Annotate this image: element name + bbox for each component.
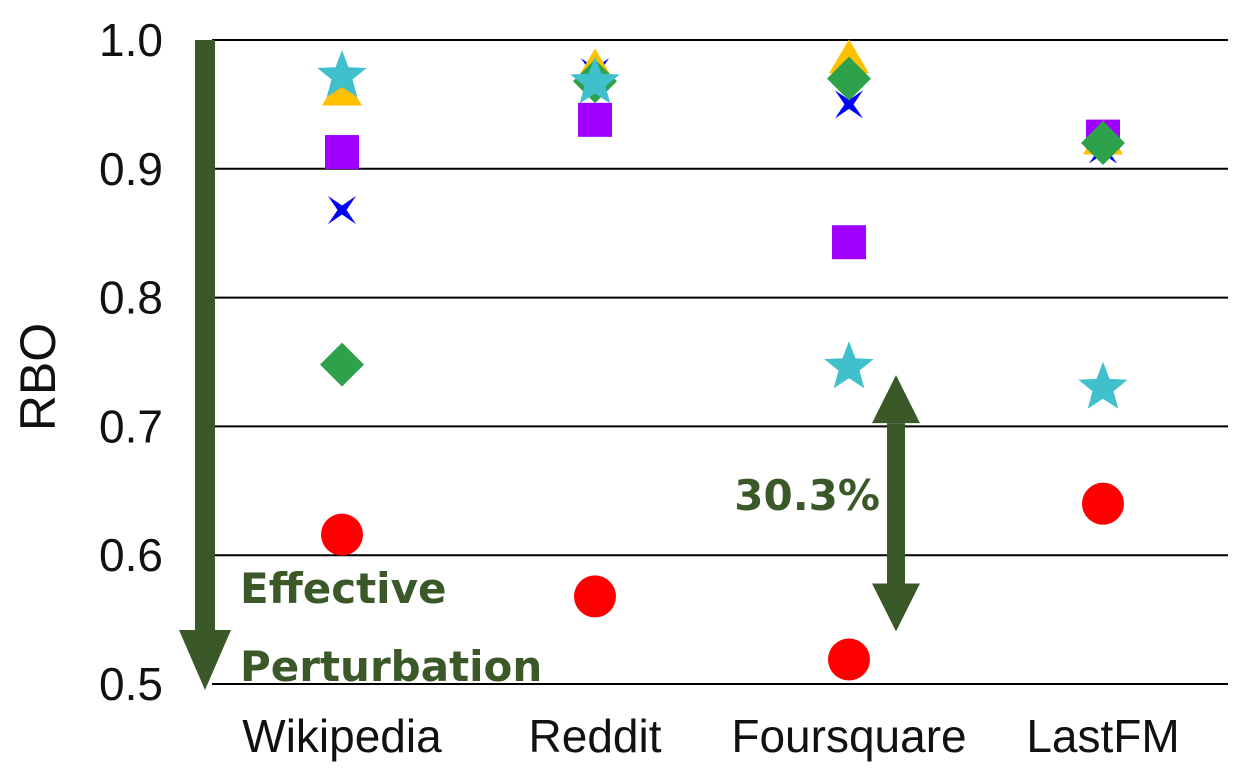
down-arrow-shaft: [195, 40, 215, 630]
data-markers: [317, 39, 1128, 681]
y-tick-label: 0.7: [99, 400, 163, 452]
diamond-marker: [827, 56, 871, 101]
difference-label: 30.3%: [734, 471, 880, 520]
x-tick-label: Wikipedia: [242, 710, 442, 762]
y-tick-label: 0.9: [99, 143, 163, 195]
effective-perturbation-label: Effective: [240, 564, 446, 613]
double-arrow-head-down: [872, 583, 920, 632]
x-marker: [834, 90, 864, 119]
diamond-marker: [320, 342, 364, 387]
diamond-marker: [1081, 121, 1125, 166]
square-marker: [578, 102, 612, 137]
triangle-marker: [322, 71, 362, 106]
y-tick-label: 1.0: [99, 14, 163, 66]
gridlines: [212, 39, 1228, 685]
y-tick-label: 0.6: [99, 529, 163, 581]
circle-marker: [828, 638, 870, 681]
y-tick-labels: 0.5 0.6 0.7 0.8 0.9 1.0: [99, 14, 163, 710]
star-marker: [824, 341, 874, 389]
circle-marker: [1082, 482, 1124, 525]
double-arrow-head-up: [872, 375, 920, 424]
x-tick-label: Reddit: [529, 710, 662, 762]
star-marker: [1078, 361, 1128, 409]
double-arrow-shaft: [887, 423, 905, 584]
x-tick-labels: Wikipedia Reddit Foursquare LastFM: [242, 710, 1179, 762]
circle-marker: [574, 575, 616, 618]
y-axis-title: RBO: [10, 323, 66, 431]
annotations: Effective Perturbation 30.3%: [179, 40, 920, 691]
x-marker: [327, 195, 357, 225]
square-marker: [325, 135, 359, 170]
star-marker: [570, 56, 620, 104]
effective-perturbation-label: Perturbation: [240, 642, 542, 691]
down-arrow-head: [179, 630, 231, 690]
y-tick-label: 0.8: [99, 272, 163, 324]
y-tick-label: 0.5: [99, 658, 163, 710]
triangle-marker: [829, 39, 869, 74]
x-tick-label: LastFM: [1026, 710, 1179, 762]
square-marker: [832, 225, 866, 260]
circle-marker: [321, 513, 363, 556]
star-marker: [317, 50, 367, 98]
x-tick-label: Foursquare: [731, 710, 966, 762]
